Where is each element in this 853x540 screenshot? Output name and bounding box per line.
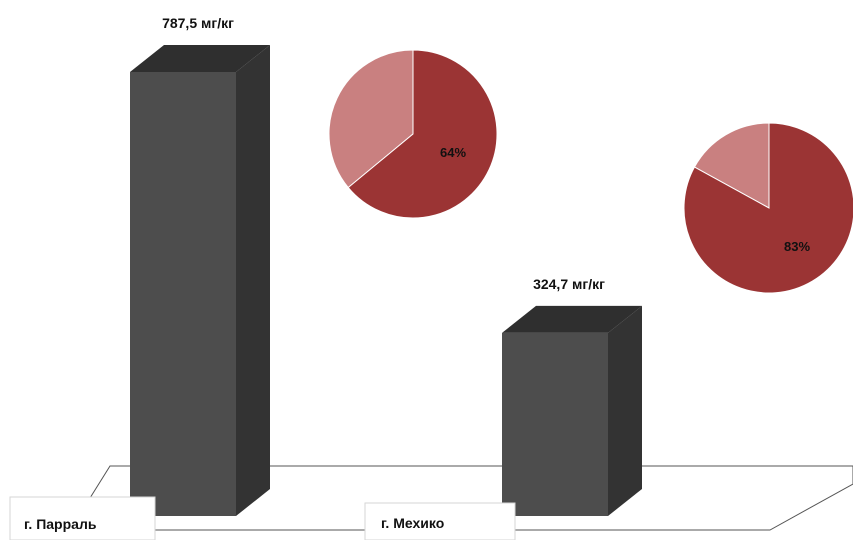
value-label-mexico: 324,7 мг/кг <box>533 276 605 292</box>
pie-mexico-rest <box>693 122 770 209</box>
bar-mexico <box>502 332 608 516</box>
category-box-mexico-bg <box>364 502 516 540</box>
bar-parral-top <box>130 45 270 72</box>
pie-label-parral: 64% <box>440 145 466 160</box>
category-label-parral: г. Парраль <box>24 516 97 532</box>
bar-group-mexico: 324,7 мг/кг <box>502 276 642 516</box>
bar-mexico-side <box>608 305 642 516</box>
bar-parral <box>130 72 236 516</box>
pie-mexico: 83% <box>683 122 853 294</box>
pie-label-mexico: 83% <box>784 239 810 254</box>
category-box-parral: г. Парраль <box>9 496 156 540</box>
bar-parral-side <box>236 45 270 516</box>
category-box-parral-bg <box>9 496 156 540</box>
pie-parral: 64% <box>328 49 498 219</box>
value-label-parral: 787,5 мг/кг <box>162 15 234 31</box>
category-box-mexico: г. Мехико <box>364 502 516 540</box>
pie-parral-rest <box>328 49 414 189</box>
bar-mexico-top <box>502 305 642 333</box>
category-label-mexico: г. Мехико <box>381 515 444 531</box>
pie-parral-share <box>347 49 498 219</box>
bar-group-parral: 787,5 мг/кг <box>130 15 270 516</box>
pie-mexico-share <box>683 122 853 294</box>
